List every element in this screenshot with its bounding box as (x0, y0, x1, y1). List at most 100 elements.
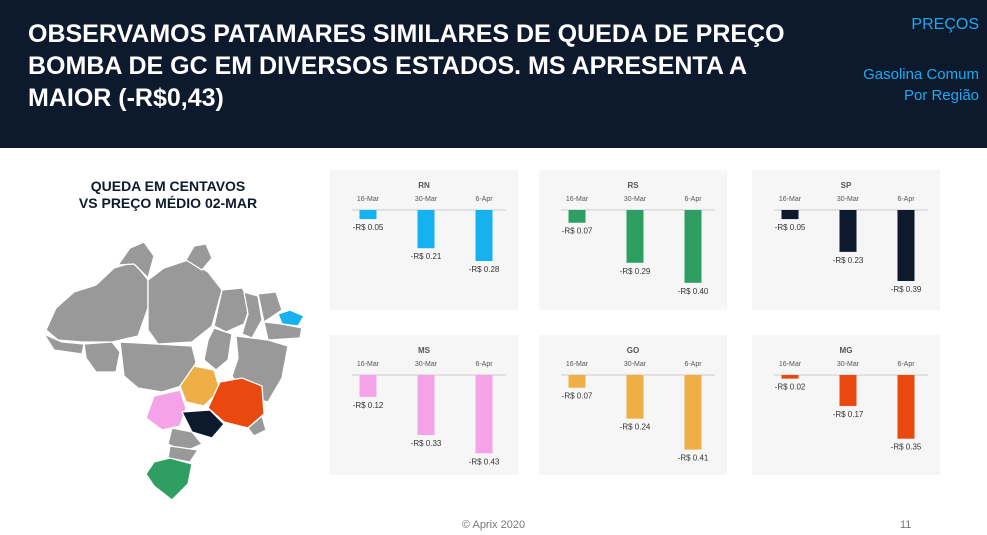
map-state-rn (277, 309, 305, 327)
map-state-pa (147, 259, 223, 345)
x-tick-label: 16-Mar (566, 196, 589, 203)
x-tick-label: 16-Mar (357, 196, 380, 203)
bar-mg-3 (897, 375, 915, 439)
bar-go-1 (568, 375, 586, 388)
x-tick-label: 30-Mar (837, 196, 860, 203)
data-label: -R$ 0.41 (678, 454, 709, 463)
bar-sp-2 (839, 210, 857, 252)
data-label: -R$ 0.33 (411, 439, 442, 448)
bar-chart-sp: SP 16-Mar 30-Mar 6-Apr -R$ 0.05 -R$ 0.23 -R$ 0… (774, 181, 928, 294)
x-tick-label: 16-Mar (357, 361, 380, 368)
bar-mg-2 (839, 375, 857, 406)
map-state-pr (167, 427, 203, 453)
data-label: -R$ 0.24 (620, 423, 651, 432)
bar-sp-3 (897, 210, 915, 281)
header-bar: OBSERVAMOS PATAMARES SIMILARES DE QUEDA … (0, 0, 987, 148)
map-state-ap (185, 243, 213, 271)
map-state-ac (43, 333, 85, 355)
bar-rs-3 (684, 210, 702, 283)
bar-ms-3 (475, 375, 493, 454)
chart-title-go: GO (627, 346, 639, 355)
map-title-line-1: QUEDA EM CENTAVOS (90, 178, 246, 194)
map-state-ma (213, 287, 253, 333)
x-tick-label: 30-Mar (837, 361, 860, 368)
x-tick-label: 6-Apr (475, 196, 493, 203)
map-state-go (179, 365, 221, 407)
chart-title-ms: MS (418, 346, 431, 355)
chart-panel-rs: RS 16-Mar 30-Mar 6-Apr -R$ 0.07 -R$ 0.29 -R$ 0… (539, 170, 727, 310)
footer-copyright: © Aprix 2020 (461, 519, 526, 531)
bar-rn-3 (475, 210, 493, 261)
chart-title-sp: SP (841, 181, 852, 190)
data-label: -R$ 0.12 (353, 401, 384, 410)
bar-chart-rs: RS 16-Mar 30-Mar 6-Apr -R$ 0.07 -R$ 0.29 -R$ 0… (561, 181, 715, 296)
map-state-sp (181, 409, 225, 439)
map-state-rr (117, 241, 155, 279)
data-label: -R$ 0.21 (411, 252, 442, 261)
data-label: -R$ 0.07 (562, 227, 593, 236)
data-label: -R$ 0.02 (775, 383, 806, 392)
map-state-pb-pe (263, 321, 303, 341)
data-label: -R$ 0.05 (353, 223, 384, 232)
data-label: -R$ 0.17 (833, 410, 864, 419)
slide-headline: OBSERVAMOS PATAMARES SIMILARES DE QUEDA … (28, 20, 785, 112)
section-subtitle: Gasolina Comum Por Região (779, 64, 979, 106)
x-tick-label: 30-Mar (624, 196, 647, 203)
data-label: -R$ 0.29 (620, 267, 651, 276)
x-tick-label: 30-Mar (415, 361, 438, 368)
bar-go-3 (684, 375, 702, 450)
map-state-ms (145, 389, 187, 431)
section-tag: PREÇOS (911, 16, 979, 33)
x-tick-label: 6-Apr (897, 196, 915, 203)
map-state-rj-es (247, 415, 267, 437)
x-tick-label: 6-Apr (684, 196, 702, 203)
chart-title-rn: RN (418, 181, 430, 190)
bar-chart-rn: RN 16-Mar 30-Mar 6-Apr -R$ 0.05 -R$ 0.21 -R$ 0… (352, 181, 506, 274)
bar-ms-2 (417, 375, 435, 436)
bar-chart-go: GO 16-Mar 30-Mar 6-Apr -R$ 0.07 -R$ 0.24 -R$ 0… (561, 346, 715, 463)
x-tick-label: 16-Mar (779, 361, 802, 368)
page-number: 11 (900, 519, 912, 531)
bar-mg-1 (781, 375, 799, 379)
x-tick-label: 6-Apr (684, 361, 702, 368)
bar-rn-1 (359, 210, 377, 220)
map-state-ro (83, 341, 121, 373)
bar-rs-2 (626, 210, 644, 263)
data-label: -R$ 0.28 (469, 265, 500, 274)
x-tick-label: 16-Mar (566, 361, 589, 368)
data-label: -R$ 0.40 (678, 287, 709, 296)
map-title-line-2: VS PREÇO MÉDIO 02-MAR (78, 195, 258, 211)
map-state-sc (167, 445, 199, 463)
x-tick-label: 6-Apr (475, 361, 493, 368)
bar-chart-ms: MS 16-Mar 30-Mar 6-Apr -R$ 0.12 -R$ 0.33 -R$ 0… (352, 346, 506, 466)
x-tick-label: 16-Mar (779, 196, 802, 203)
chart-panel-ms: MS 16-Mar 30-Mar 6-Apr -R$ 0.12 -R$ 0.33 -R$ 0… (330, 335, 518, 475)
bar-chart-mg: MG 16-Mar 30-Mar 6-Apr -R$ 0.02 -R$ 0.17 -R$ 0… (774, 346, 928, 452)
bar-rs-1 (568, 210, 586, 223)
x-tick-label: 6-Apr (897, 361, 915, 368)
data-label: -R$ 0.05 (775, 223, 806, 232)
chart-panel-mg: MG 16-Mar 30-Mar 6-Apr -R$ 0.02 -R$ 0.17 -R$ 0… (752, 335, 940, 475)
map-state-am (45, 261, 149, 343)
data-label: -R$ 0.07 (562, 392, 593, 401)
chart-panel-go: GO 16-Mar 30-Mar 6-Apr -R$ 0.07 -R$ 0.24 -R$ 0… (539, 335, 727, 475)
data-label: -R$ 0.35 (891, 443, 922, 452)
map-state-rs (145, 457, 193, 501)
section-subtitle-line-1: Gasolina Comum (863, 66, 979, 83)
brazil-map (43, 241, 305, 501)
bar-go-2 (626, 375, 644, 419)
map-state-ce (257, 291, 283, 323)
chart-panel-sp: SP 16-Mar 30-Mar 6-Apr -R$ 0.05 -R$ 0.23 -R$ 0… (752, 170, 940, 310)
section-subtitle-line-2: Por Região (903, 87, 979, 104)
x-tick-label: 30-Mar (624, 361, 647, 368)
chart-panel-rn: RN 16-Mar 30-Mar 6-Apr -R$ 0.05 -R$ 0.21 -R$ 0… (330, 170, 518, 310)
x-tick-label: 30-Mar (415, 196, 438, 203)
bar-sp-1 (781, 210, 799, 220)
chart-title-mg: MG (840, 346, 853, 355)
data-label: -R$ 0.23 (833, 256, 864, 265)
bar-ms-1 (359, 375, 377, 397)
data-label: -R$ 0.39 (891, 285, 922, 294)
chart-title-rs: RS (627, 181, 639, 190)
map-title: QUEDA EM CENTAVOS VS PREÇO MÉDIO 02-MAR (40, 178, 296, 212)
bar-rn-2 (417, 210, 435, 249)
